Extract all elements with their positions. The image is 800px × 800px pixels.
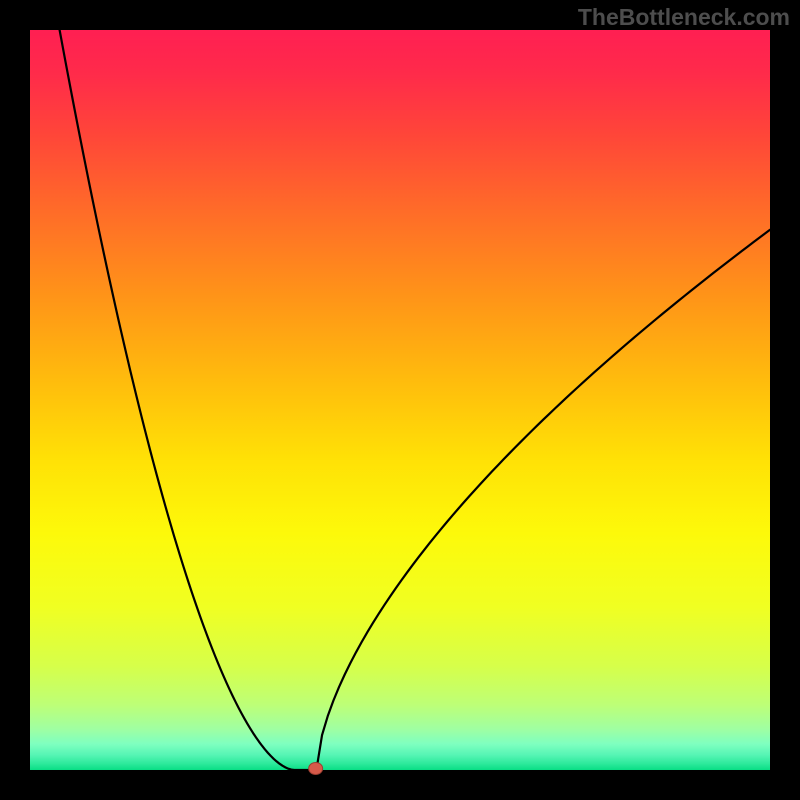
curve-layer <box>0 0 800 800</box>
bottleneck-curve <box>60 30 770 770</box>
watermark-text: TheBottleneck.com <box>578 4 790 31</box>
chart-frame: TheBottleneck.com <box>0 0 800 800</box>
optimum-marker <box>309 763 323 775</box>
